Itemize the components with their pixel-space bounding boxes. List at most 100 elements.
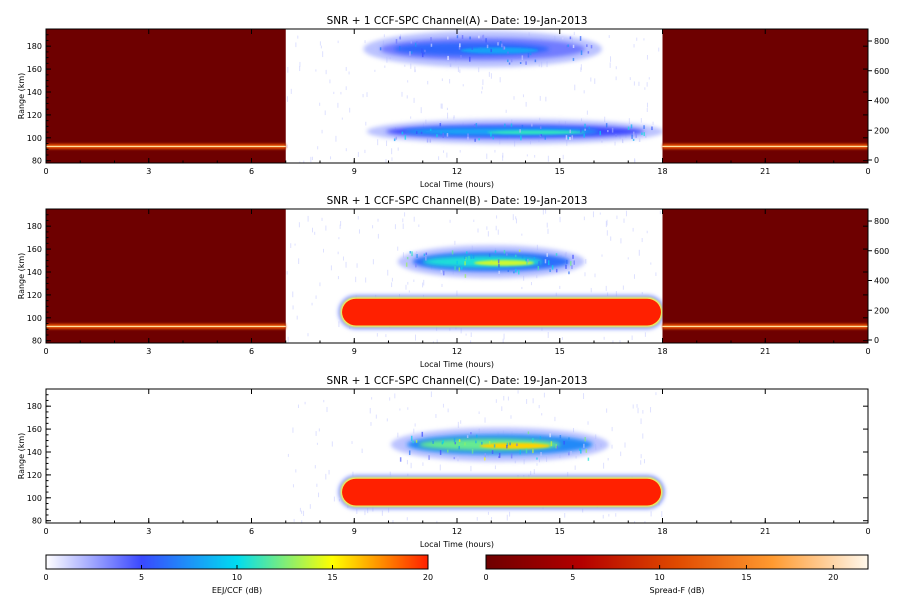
echo-speckle: [563, 440, 565, 445]
noise-speckle: [348, 71, 350, 75]
echo-speckle: [567, 44, 569, 47]
echo-speckle: [579, 448, 581, 451]
echo-speckle: [510, 58, 513, 63]
echo-speckle: [570, 261, 572, 266]
noise-speckle: [389, 397, 391, 401]
spread-f-echo-core: [46, 145, 286, 148]
noise-speckle: [608, 513, 610, 517]
noise-speckle: [646, 55, 648, 60]
noise-speckle: [514, 460, 516, 464]
noise-speckle: [286, 144, 288, 148]
noise-speckle: [413, 216, 415, 222]
noise-speckle: [612, 340, 614, 343]
noise-speckle: [384, 65, 386, 68]
echo-speckle: [461, 35, 464, 39]
noise-speckle: [611, 426, 613, 432]
x-tick-label: 3: [146, 347, 151, 356]
noise-speckle: [401, 91, 403, 97]
echo-speckle: [464, 442, 466, 446]
echo-speckle: [587, 457, 590, 461]
noise-speckle: [415, 334, 417, 341]
noise-speckle: [632, 227, 634, 232]
echo-speckle: [458, 45, 461, 50]
noise-speckle: [605, 285, 607, 291]
noise-speckle: [299, 66, 301, 72]
echo-speckle: [504, 123, 506, 127]
echo-speckle: [632, 138, 635, 141]
noise-speckle: [293, 518, 295, 522]
colorbar-tick-label: 15: [327, 573, 337, 582]
noise-speckle: [559, 285, 561, 289]
echo-speckle: [546, 253, 548, 257]
noise-speckle: [607, 292, 609, 296]
echo-speckle: [429, 137, 432, 143]
noise-speckle: [502, 152, 504, 158]
echo-speckle: [568, 437, 570, 441]
echo-speckle: [453, 456, 456, 460]
noise-speckle: [427, 80, 429, 85]
noise-speckle: [491, 517, 493, 520]
noise-speckle: [619, 340, 621, 343]
noise-speckle: [316, 442, 318, 445]
noise-speckle: [333, 91, 335, 95]
echo-speckle: [421, 431, 424, 437]
noise-speckle: [559, 216, 561, 223]
noise-speckle: [539, 117, 541, 121]
echo-speckle: [538, 261, 540, 266]
noise-speckle: [609, 62, 611, 68]
colorbar-tick-label: 0: [43, 573, 48, 582]
echo-speckle: [451, 250, 454, 255]
noise-speckle: [397, 432, 399, 438]
noise-speckle: [606, 219, 608, 226]
noise-speckle: [564, 513, 566, 518]
echo-speckle: [468, 255, 470, 261]
noise-speckle: [319, 282, 321, 287]
noise-speckle: [372, 225, 374, 229]
echo-speckle: [571, 135, 574, 140]
noise-speckle: [490, 73, 492, 79]
echo-speckle: [630, 124, 633, 129]
noise-speckle: [634, 158, 636, 162]
echo-speckle: [464, 261, 466, 266]
x-tick-label: 0: [865, 347, 870, 356]
noise-speckle: [341, 117, 343, 120]
echo-speckle: [632, 131, 635, 136]
noise-speckle: [513, 96, 515, 100]
noise-speckle: [345, 148, 347, 152]
x-axis-label: Local Time (hours): [420, 180, 494, 189]
right-y-tick-label: 800: [874, 217, 889, 226]
noise-speckle: [655, 272, 657, 277]
echo-speckle: [570, 450, 572, 455]
panel-title: SNR + 1 CCF-SPC Channel(C) - Date: 19-Ja…: [327, 375, 588, 387]
noise-speckle: [575, 455, 577, 459]
echo-speckle: [472, 254, 475, 259]
echo-speckle: [571, 265, 573, 270]
noise-speckle: [414, 66, 416, 73]
plot-area: [46, 209, 868, 343]
echo-speckle: [509, 442, 511, 446]
noise-speckle: [301, 520, 303, 523]
echo-speckle: [529, 52, 532, 56]
noise-speckle: [399, 408, 401, 411]
noise-speckle: [515, 218, 517, 224]
noise-speckle: [315, 295, 317, 299]
noise-speckle: [606, 230, 608, 236]
noise-speckle: [349, 107, 351, 113]
echo-speckle: [475, 434, 478, 438]
x-tick-label: 6: [249, 347, 254, 356]
noise-speckle: [633, 81, 635, 86]
noise-speckle: [407, 407, 409, 410]
colorbar-tick-label: 10: [232, 573, 242, 582]
noise-speckle: [319, 41, 321, 46]
echo-speckle: [467, 136, 469, 140]
noise-speckle: [502, 155, 504, 161]
echo-speckle: [442, 270, 445, 276]
echo-speckle: [508, 62, 511, 65]
noise-speckle: [497, 229, 499, 235]
noise-speckle: [655, 392, 657, 396]
noise-speckle: [488, 71, 490, 77]
y-tick-label: 120: [27, 471, 42, 480]
noise-speckle: [430, 391, 432, 398]
noise-speckle: [659, 210, 661, 215]
